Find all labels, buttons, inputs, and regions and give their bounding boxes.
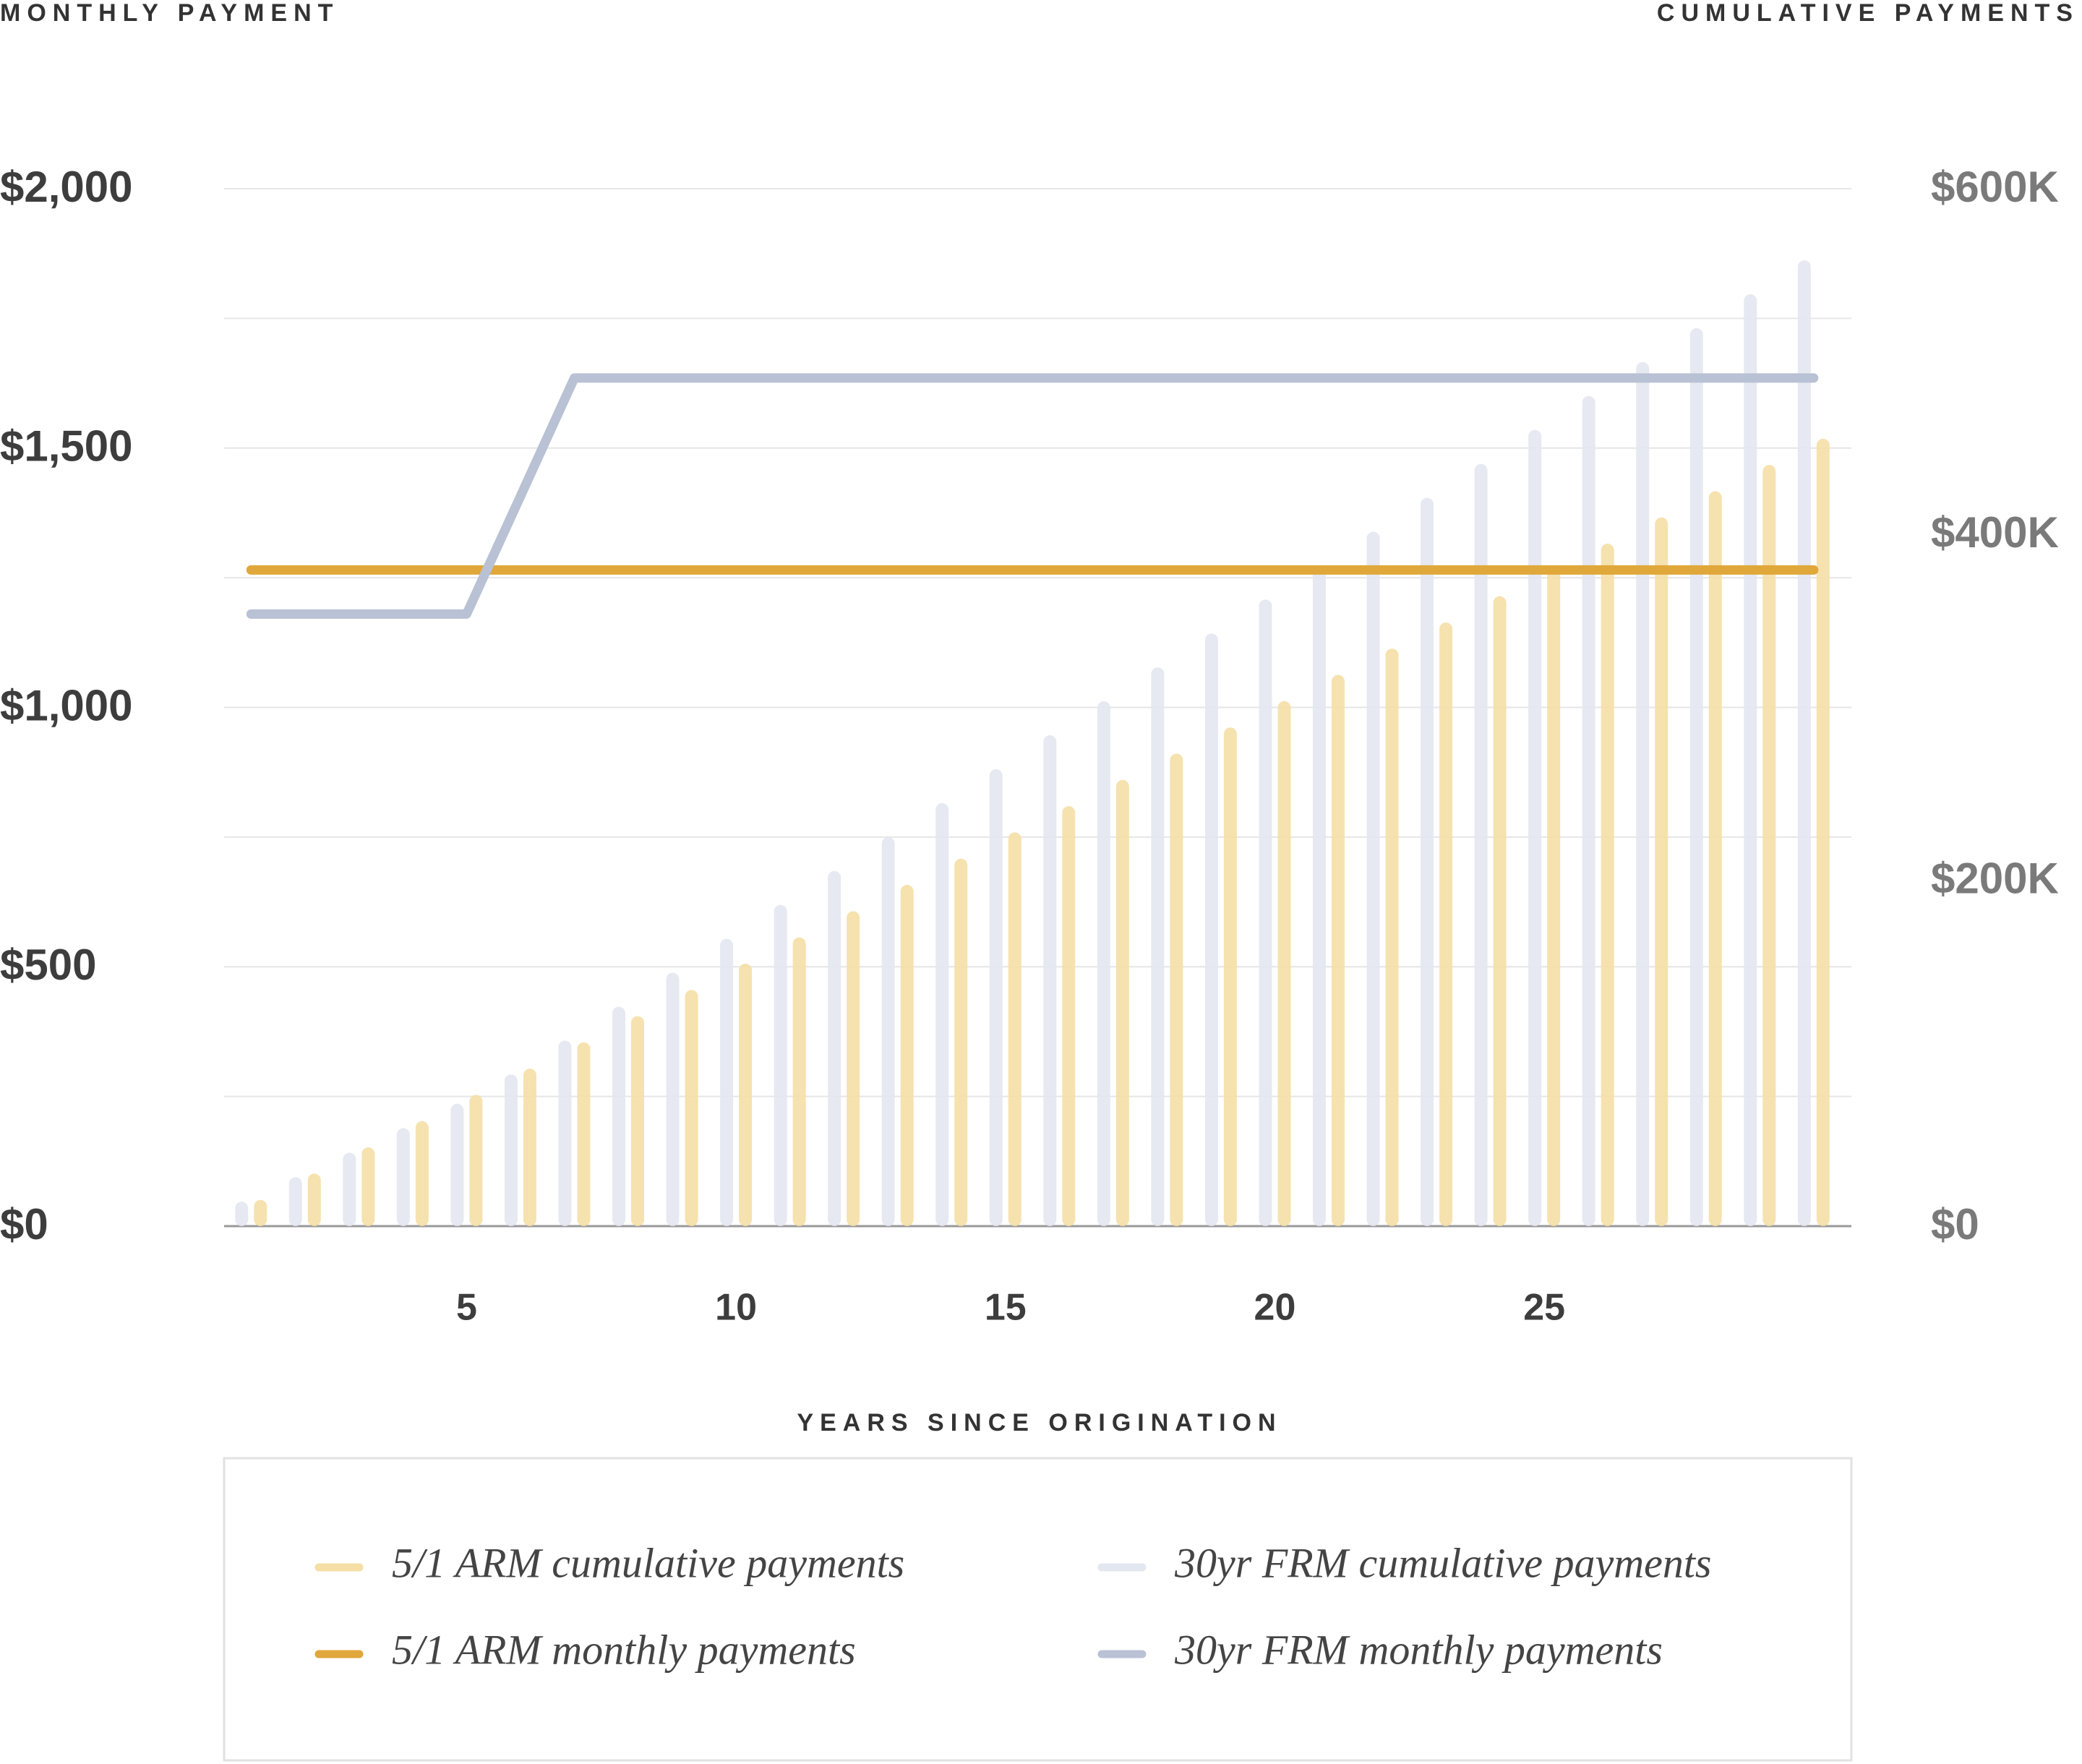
bar [685, 990, 698, 1226]
bar [1528, 429, 1542, 1226]
y-tick-label: $1,500 [0, 422, 133, 471]
legend-box [223, 1457, 1853, 1762]
y-axis-title: MONTHLY PAYMENT [0, 0, 339, 27]
bar [1043, 735, 1057, 1226]
y-tick-label: $500 [0, 941, 96, 989]
bar [847, 911, 860, 1226]
bar [954, 858, 968, 1226]
bar [1797, 260, 1811, 1227]
bar [1223, 727, 1237, 1226]
bar [828, 870, 841, 1226]
bar [1277, 701, 1291, 1226]
bar [1385, 648, 1399, 1226]
bar [900, 885, 914, 1226]
bar [577, 1042, 591, 1226]
y-tick-label: $2,000 [0, 163, 133, 211]
bar [415, 1121, 429, 1226]
bar [1366, 531, 1380, 1226]
bar [631, 1016, 645, 1226]
bar [1259, 599, 1272, 1226]
x-tick-label: 5 [456, 1287, 477, 1329]
bar [1547, 570, 1561, 1226]
x-tick-label: 15 [985, 1287, 1027, 1329]
y-tick-label: $0 [0, 1200, 48, 1249]
bar [343, 1152, 356, 1226]
y-tick-label: $1,000 [0, 681, 133, 729]
bar [774, 904, 787, 1226]
bar [1439, 622, 1453, 1226]
bar [1062, 806, 1076, 1226]
bar [558, 1040, 572, 1226]
legend-label: 30yr FRM monthly payments [1174, 1626, 1663, 1673]
bar [1744, 294, 1757, 1226]
bar [720, 938, 734, 1226]
bar [469, 1095, 483, 1226]
bar [523, 1069, 536, 1226]
line [246, 373, 1819, 619]
bar [1170, 753, 1183, 1226]
bar [1582, 395, 1595, 1226]
bar [1008, 832, 1021, 1226]
bar [612, 1006, 626, 1226]
bar [1708, 491, 1722, 1226]
bar [1115, 779, 1129, 1226]
bar [1689, 327, 1703, 1227]
y2-tick-label: $0 [1931, 1200, 1979, 1249]
bar [1097, 701, 1110, 1226]
bar [361, 1147, 375, 1226]
bar [1421, 497, 1434, 1226]
bar [396, 1128, 410, 1226]
legend-label: 5/1 ARM cumulative payments [392, 1539, 904, 1586]
x-tick-label: 10 [715, 1287, 757, 1329]
bar [989, 768, 1003, 1226]
bar [1474, 463, 1488, 1226]
legend-label: 5/1 ARM monthly payments [392, 1626, 856, 1673]
bar [288, 1177, 302, 1226]
x-tick-label: 25 [1523, 1287, 1565, 1329]
bar [1762, 465, 1776, 1226]
bar [307, 1173, 321, 1226]
y2-tick-label: $400K [1931, 508, 2059, 557]
bar [1331, 675, 1345, 1226]
bar [1636, 361, 1650, 1226]
legend-label: 30yr FRM cumulative payments [1174, 1539, 1712, 1586]
bar [235, 1202, 249, 1226]
y2-tick-label: $600K [1931, 163, 2059, 211]
bar [881, 836, 895, 1226]
bar [666, 972, 680, 1226]
bar [792, 937, 806, 1226]
bar [1601, 544, 1614, 1226]
bar [450, 1103, 464, 1226]
x-axis-title: YEARS SINCE ORIGINATION [797, 1409, 1282, 1437]
bar [254, 1199, 267, 1226]
bar [1204, 633, 1218, 1226]
bar [935, 802, 949, 1226]
y2-tick-label: $200K [1931, 855, 2059, 903]
bar [504, 1074, 518, 1226]
x-tick-label: 20 [1254, 1287, 1296, 1329]
bar [1816, 438, 1830, 1227]
bar [1151, 667, 1165, 1226]
y2-axis-title: CUMULATIVE PAYMENTS [1657, 0, 2079, 27]
bar [1493, 596, 1507, 1226]
bar [1312, 565, 1326, 1226]
bar [739, 963, 753, 1226]
bar [1655, 517, 1668, 1226]
